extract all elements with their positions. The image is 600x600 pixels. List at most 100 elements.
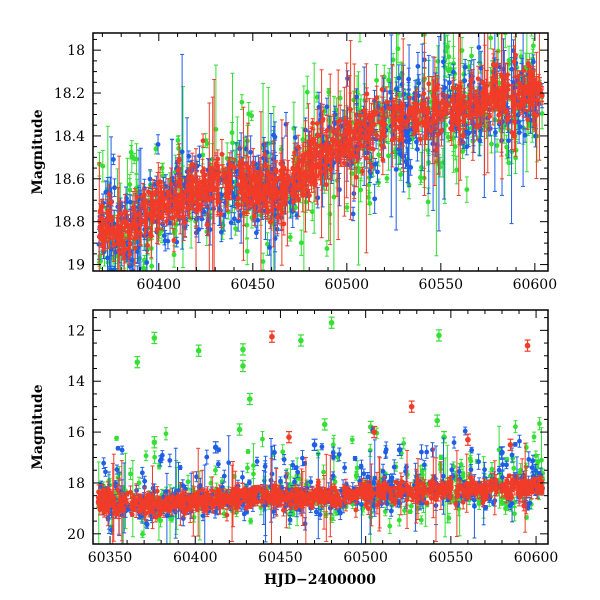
data-point-blue (477, 138, 483, 143)
data-point-red (292, 150, 297, 155)
data-point-green (309, 209, 315, 215)
data-point-green (398, 172, 404, 177)
data-point-blue (272, 134, 278, 140)
data-point-blue (522, 132, 528, 138)
data-point-blue (155, 141, 161, 147)
data-point-blue (442, 85, 448, 91)
data-point-green (418, 164, 424, 170)
data-point-blue (476, 45, 482, 50)
data-point-blue (147, 176, 153, 182)
data-point-blue (109, 284, 114, 289)
data-point-green (460, 149, 465, 154)
data-point-green (128, 149, 134, 155)
data-point-green (175, 138, 181, 143)
data-point-blue (218, 229, 224, 235)
data-point-green (196, 282, 201, 287)
data-point-blue (255, 217, 261, 223)
data-point-green (234, 141, 240, 147)
data-point-green (358, 187, 364, 193)
data-point-blue (440, 59, 446, 65)
data-point-green (233, 226, 239, 232)
data-point-blue (408, 164, 414, 170)
data-point-green (376, 180, 381, 186)
data-point-green (127, 182, 133, 187)
data-point-blue (533, 133, 538, 139)
data-point-green (488, 35, 494, 41)
data-point-green (366, 182, 372, 188)
data-point-green (384, 175, 390, 181)
data-point-blue (506, 138, 511, 144)
data-point-blue (462, 78, 468, 84)
top-panel: 60400 60450 60500 60550 606001818.218.418.61… (30, 6, 557, 334)
data-point-blue (403, 159, 408, 164)
data-point-green (176, 146, 181, 151)
data-point-blue (290, 209, 296, 214)
data-point-green (395, 46, 401, 52)
data-point-green (459, 48, 465, 53)
data-point-green (143, 329, 148, 334)
data-point-blue (315, 195, 321, 201)
data-point-blue (509, 66, 515, 72)
data-point-blue (127, 264, 133, 269)
data-point-green (304, 89, 310, 95)
data-point-blue (464, 144, 470, 150)
data-point-green (115, 281, 120, 286)
data-point-green (244, 248, 250, 254)
data-point-green (425, 148, 431, 153)
data-point-green (159, 165, 165, 171)
data-point-green (469, 53, 474, 59)
data-point-blue (350, 211, 356, 217)
data-point-green (134, 156, 139, 162)
data-point-blue (231, 216, 237, 222)
data-point-green (244, 138, 250, 144)
data-point-green (149, 263, 155, 269)
data-point-green (300, 137, 306, 142)
data-point-blue (324, 104, 330, 110)
data-point-blue (186, 153, 192, 159)
data-point-blue (447, 80, 452, 86)
data-point-green (466, 64, 472, 70)
data-point-green (494, 143, 500, 148)
data-point-green (356, 166, 361, 171)
data-point-green (505, 152, 510, 158)
data-point-blue (372, 196, 378, 202)
data-point-blue (248, 149, 254, 155)
data-point-green (171, 252, 177, 258)
data-point-green (489, 141, 494, 147)
data-point-green (417, 20, 422, 25)
data-point-green (351, 97, 357, 103)
data-point-blue (416, 80, 422, 86)
data-point-green (213, 126, 219, 132)
data-point-blue (406, 76, 412, 82)
data-point-green (365, 194, 371, 200)
data-point-green (488, 10, 493, 15)
data-point-green (454, 167, 460, 173)
data-point-green (386, 77, 392, 83)
data-point-blue (253, 230, 259, 236)
data-point-green (464, 187, 470, 193)
data-point-blue (414, 139, 419, 145)
data-point-green (331, 194, 337, 200)
data-point-blue (267, 245, 273, 250)
data-point-green (445, 44, 450, 50)
data-point-blue (415, 63, 421, 69)
data-point-green (504, 144, 510, 150)
data-point-green (260, 259, 266, 264)
data-point-blue (477, 85, 483, 91)
data-point-green (129, 154, 135, 159)
data-point-blue (127, 199, 133, 205)
data-point-blue (292, 135, 298, 140)
data-point-blue (179, 149, 185, 155)
data-point-green (337, 95, 343, 101)
data-point-blue (364, 150, 370, 156)
data-point-green (287, 234, 293, 240)
data-point-green (496, 6, 501, 11)
data-point-blue (162, 233, 167, 239)
data-point-blue (512, 85, 518, 91)
data-point-blue (162, 238, 168, 244)
data-point-blue (354, 94, 359, 100)
data-point-green (417, 175, 423, 180)
data-point-blue (511, 48, 516, 54)
data-point-blue (112, 185, 117, 191)
